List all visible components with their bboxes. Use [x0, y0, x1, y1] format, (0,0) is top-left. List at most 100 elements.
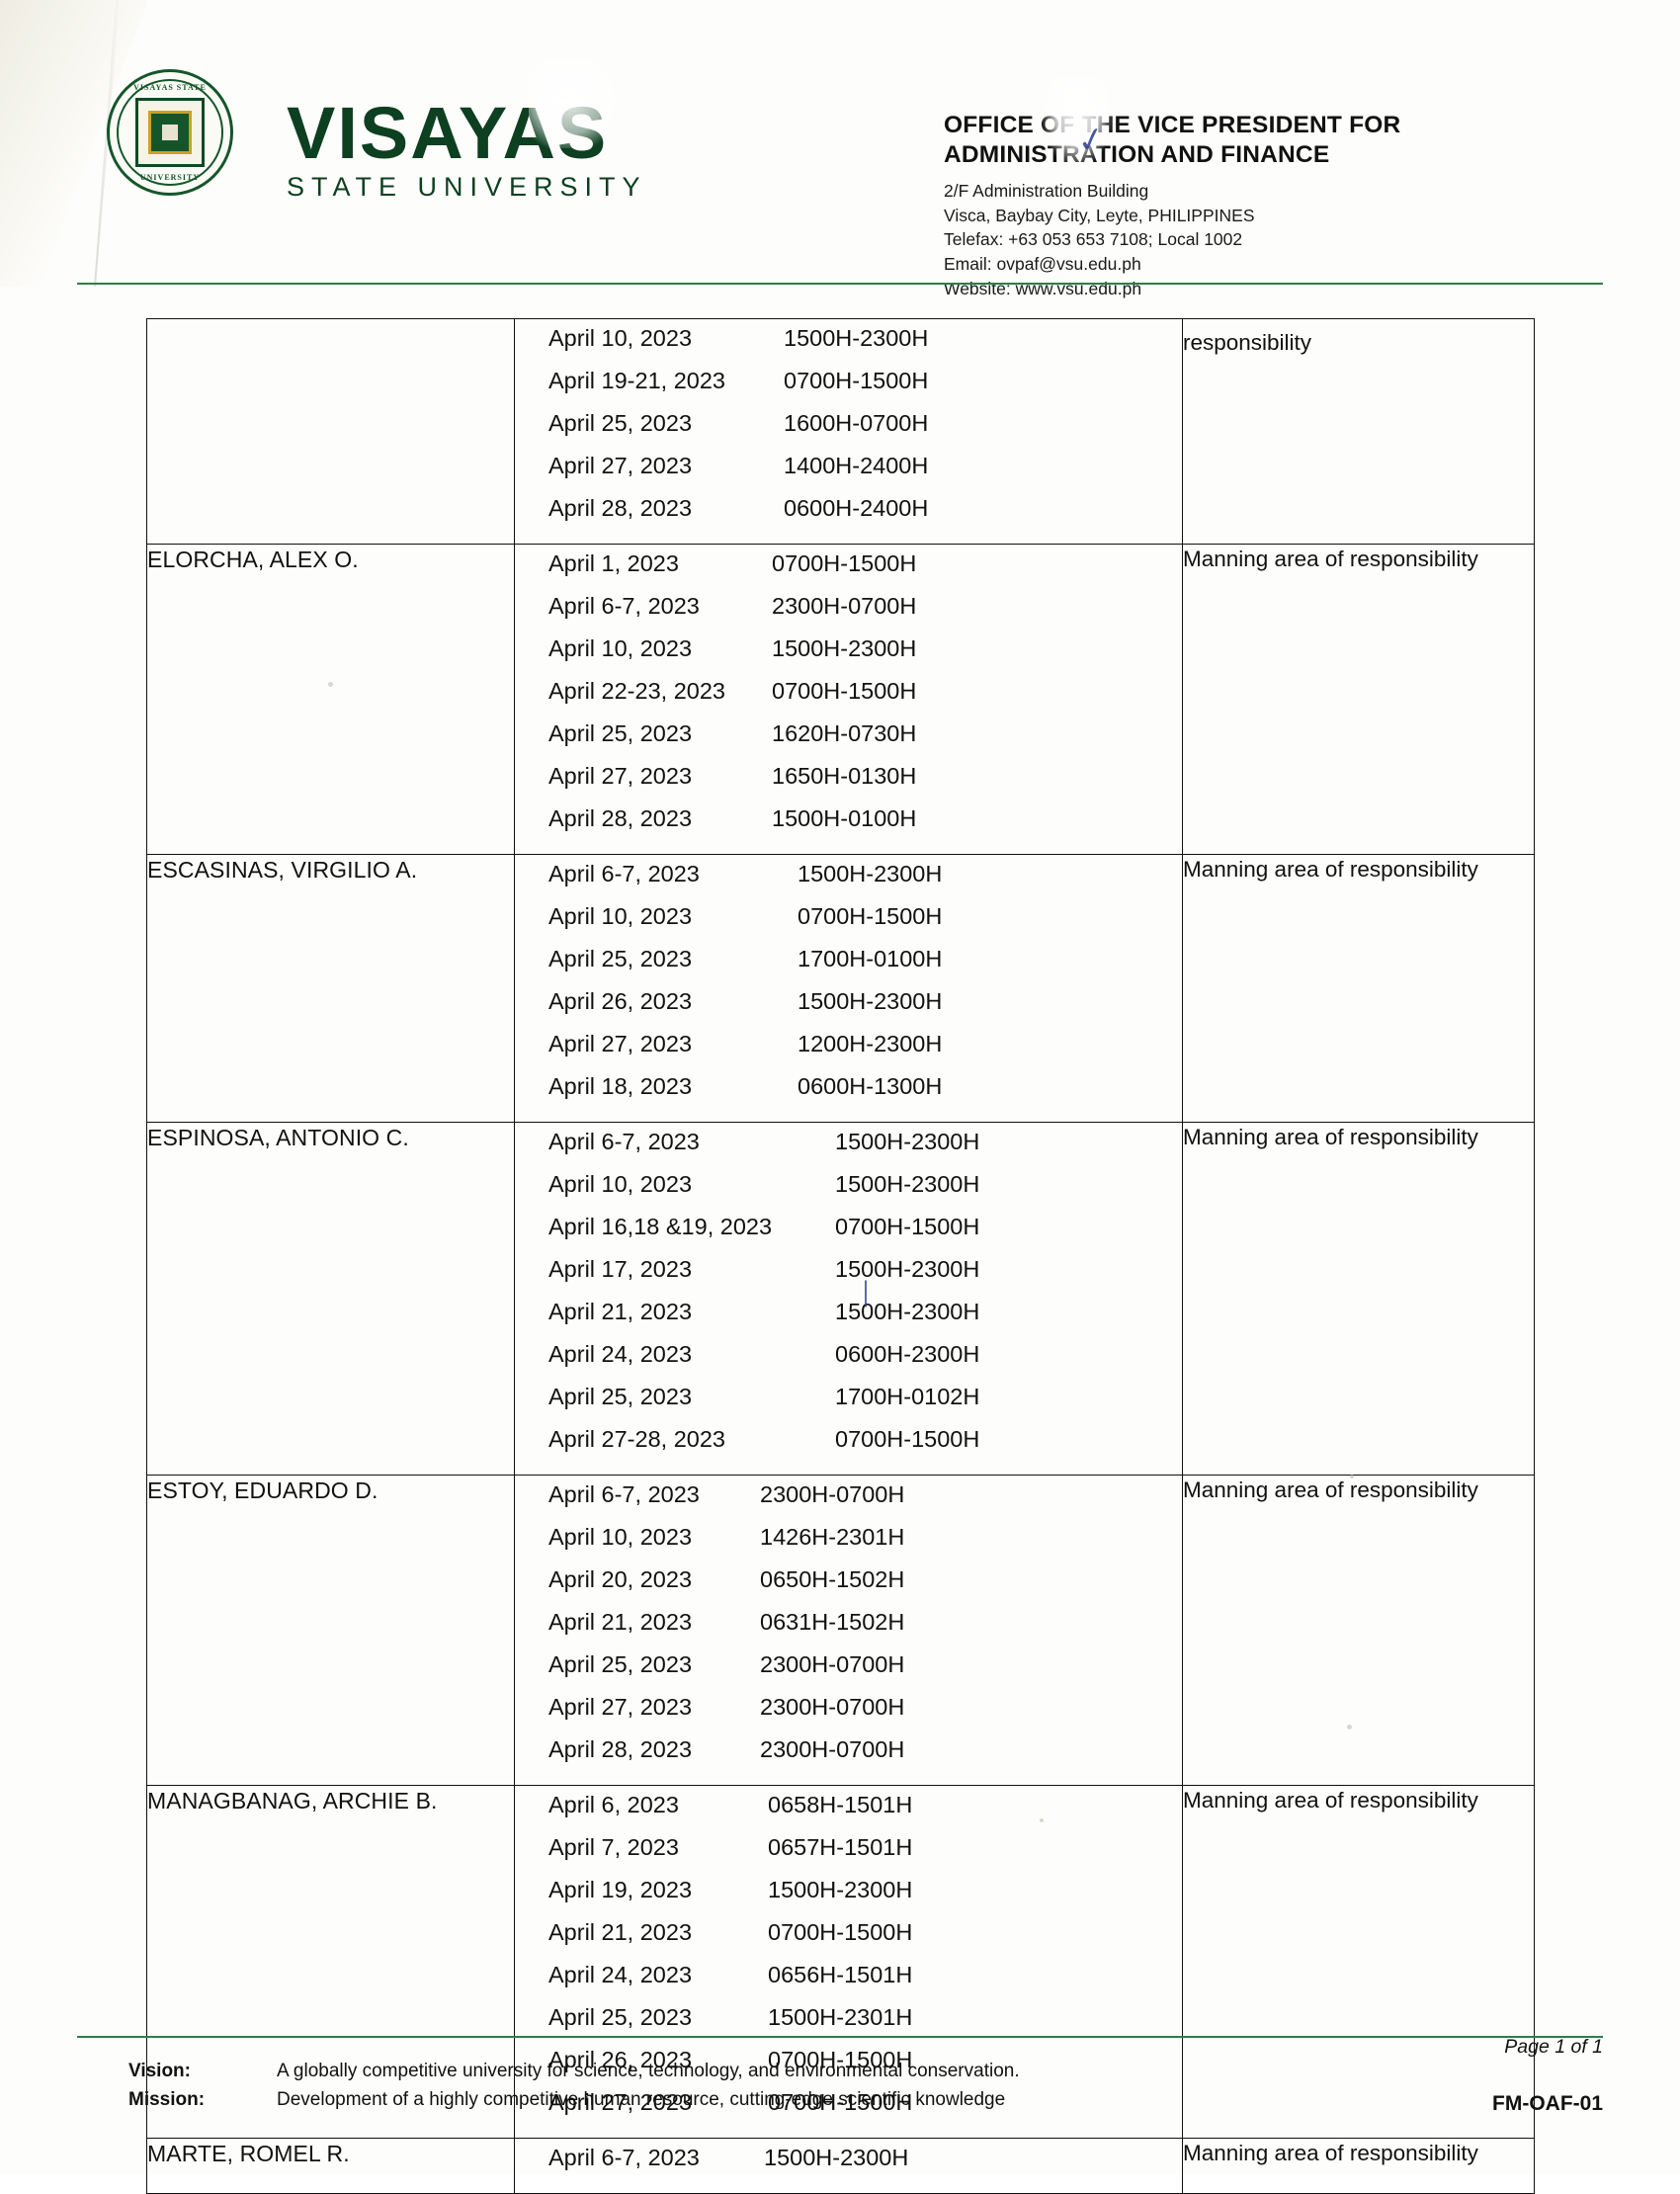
schedule-entry: April 10, 2023 1500H-2300H: [515, 635, 1182, 678]
schedule-entry-list: April 1, 2023 0700H-1500H April 6-7, 2023…: [515, 545, 1182, 854]
entry-time: 0600H-2400H: [784, 495, 929, 521]
schedule-entry-list: April 6-7, 2023 1500H-2300H: [515, 2139, 1182, 2193]
remarks-cell: Manning area of responsibility: [1182, 1785, 1535, 2139]
footer-right-block: Page 1 of 1 FM-OAF-01: [1287, 2036, 1603, 2116]
entry-time: 1500H-2300H: [835, 1129, 980, 1154]
entry-date: April 21, 2023: [548, 1299, 693, 1324]
entry-time: 0650H-1502H: [760, 1566, 905, 1592]
seal-icon: VISAYAS STATE UNIVERSITY: [107, 69, 233, 196]
remarks-cell: Manning area of responsibility: [1182, 1475, 1535, 1786]
entry-date: April 19, 2023: [548, 1877, 693, 1902]
schedule-entries-cell: April 6, 2023 0658H-1501H April 7, 2023 06…: [514, 1785, 1183, 2139]
schedule-entry: April 25, 2023 2300H-0700H: [515, 1651, 1182, 1694]
schedule-entries-cell: April 6-7, 2023 2300H-0700H April 10, 202…: [514, 1475, 1183, 1786]
personnel-name-cell: ESCASINAS, VIRGILIO A.: [146, 854, 515, 1123]
schedule-entry: April 17, 2023 1500H-2300H: [515, 1256, 1182, 1299]
entry-time: 1500H-2300H: [798, 861, 943, 886]
entry-time: 1426H-2301H: [760, 1524, 905, 1550]
schedule-entry: April 28, 2023 1500H-0100H: [515, 805, 1182, 848]
remarks-cell: Manning area of responsibility: [1182, 544, 1535, 855]
entry-time: 0700H-1500H: [768, 2089, 913, 2115]
address-line-1: 2/F Administration Building: [944, 180, 1149, 201]
entry-time: 0631H-1502H: [760, 1609, 905, 1635]
schedule-entry-list: April 10, 2023 1500H-2300H April 19-21, 2…: [515, 319, 1182, 544]
schedule-entry: April 10, 2023 0700H-1500H: [515, 903, 1182, 946]
entry-time: 0700H-1500H: [768, 1919, 913, 1945]
entry-date: April 6, 2023: [548, 1792, 679, 1817]
mission-row: Mission: Development of a highly competi…: [128, 2086, 1433, 2115]
schedule-entry: April 28, 2023 2300H-0700H: [515, 1736, 1182, 1779]
entry-date: April 10, 2023: [548, 903, 693, 929]
document-footer: Vision: A globally competitive universit…: [128, 2058, 1433, 2114]
schedule-entries-cell: April 6-7, 2023 1500H-2300H April 10, 202…: [514, 854, 1183, 1123]
entry-time: 1500H-2300H: [835, 1171, 980, 1197]
entry-time: 1500H-2300H: [768, 1877, 913, 1902]
entry-date: April 24, 2023: [548, 1341, 693, 1367]
vision-text: A globally competitive university for sc…: [277, 2061, 1020, 2081]
document-header: VISAYAS STATE UNIVERSITY VISAYAS STATE U…: [0, 51, 1680, 298]
schedule-entry: April 26, 2023 1500H-2300H: [515, 988, 1182, 1031]
mission-label: Mission:: [128, 2088, 206, 2110]
brand-wordmark: VISAYAS STATE UNIVERSITY: [287, 92, 653, 203]
schedule-entry: April 25, 2023 1620H-0730H: [515, 720, 1182, 763]
entry-time: 0657H-1501H: [768, 1834, 913, 1860]
header-divider-rule: [77, 283, 1603, 285]
page-number: Page 1 of 1: [1504, 2036, 1603, 2058]
email-line: Email: ovpaf@vsu.edu.ph: [944, 254, 1141, 275]
entry-time: 0700H-1500H: [772, 550, 917, 576]
entry-time: 1200H-2300H: [798, 1031, 943, 1056]
schedule-entry: April 27, 2023 1200H-2300H: [515, 1031, 1182, 1073]
schedule-entry: April 21, 2023 0631H-1502H: [515, 1609, 1182, 1651]
table-row: ESCASINAS, VIRGILIO A. April 6-7, 2023 15…: [146, 854, 1535, 1123]
schedule-entry: April 24, 2023 0600H-2300H: [515, 1341, 1182, 1384]
schedule-entries-cell: April 1, 2023 0700H-1500H April 6-7, 2023…: [514, 544, 1183, 855]
schedule-entry: April 16,18 &19, 2023 0700H-1500H: [515, 1214, 1182, 1256]
entry-date: April 27, 2023: [548, 763, 693, 789]
entry-time: 1700H-0100H: [798, 946, 943, 971]
entry-date: April 6-7, 2023: [548, 593, 700, 619]
entry-date: April 27, 2023: [548, 1031, 693, 1056]
entry-time: 1620H-0730H: [772, 720, 917, 746]
schedule-entry-list: April 6-7, 2023 1500H-2300H April 10, 202…: [515, 1123, 1182, 1475]
schedule-entry-list: April 6, 2023 0658H-1501H April 7, 2023 06…: [515, 1786, 1182, 2138]
entry-time: 0658H-1501H: [768, 1792, 913, 1817]
entry-date: April 25, 2023: [548, 946, 693, 971]
telefax-line: Telefax: +63 053 653 7108; Local 1002: [944, 229, 1243, 250]
entry-date: April 20, 2023: [548, 1566, 693, 1592]
entry-time: 1500H-2300H: [772, 635, 917, 661]
remarks-cell: Manning area of responsibility: [1182, 1122, 1535, 1476]
entry-date: April 28, 2023: [548, 1736, 693, 1762]
entry-date: April 21, 2023: [548, 1919, 693, 1945]
personnel-name-cell: ESPINOSA, ANTONIO C.: [146, 1122, 515, 1476]
entry-time: 1500H-2300H: [764, 2145, 909, 2170]
schedule-table-container: April 10, 2023 1500H-2300H April 19-21, 2…: [146, 318, 1535, 2194]
entry-date: April 19-21, 2023: [548, 368, 725, 393]
entry-time: 0700H-1500H: [835, 1214, 980, 1239]
personnel-name-cell: MARTE, ROMEL R.: [146, 2138, 515, 2194]
scan-speck: [1347, 1725, 1352, 1730]
entry-date: April 10, 2023: [548, 1171, 693, 1197]
seal-inner-emblem: [135, 98, 205, 167]
entry-date: April 6-7, 2023: [548, 861, 700, 886]
entry-date: April 28, 2023: [548, 495, 693, 521]
table-row: ESTOY, EDUARDO D. April 6-7, 2023 2300H-0…: [146, 1475, 1535, 1786]
schedule-entry-list: April 6-7, 2023 2300H-0700H April 10, 202…: [515, 1476, 1182, 1785]
personnel-name-cell: ELORCHA, ALEX O.: [146, 544, 515, 855]
schedule-entry: April 6-7, 2023 1500H-2300H: [515, 1129, 1182, 1171]
footer-divider-rule: [77, 2036, 1603, 2038]
schedule-entry: April 27, 2023 0700H-1500H: [515, 2089, 1182, 2132]
pen-stroke-artifact: |: [863, 1275, 870, 1308]
remarks-cell: Manning area of responsibility: [1182, 2138, 1535, 2194]
schedule-entry: April 18, 2023 0600H-1300H: [515, 1073, 1182, 1116]
schedule-entry: April 10, 2023 1500H-2300H: [515, 1171, 1182, 1214]
entry-time: 0600H-2300H: [835, 1341, 980, 1367]
entry-date: April 27, 2023: [548, 1694, 693, 1720]
schedule-table-body: April 10, 2023 1500H-2300H April 19-21, 2…: [146, 318, 1535, 2194]
mission-text: Development of a highly competitive huma…: [277, 2088, 1006, 2110]
schedule-entries-cell: April 10, 2023 1500H-2300H April 19-21, 2…: [514, 318, 1183, 545]
entry-date: April 27-28, 2023: [548, 1426, 725, 1452]
remarks-cell: responsibility: [1182, 318, 1535, 545]
entry-date: April 25, 2023: [548, 1651, 693, 1677]
entry-time: 1500H-0100H: [772, 805, 917, 831]
brand-name: VISAYAS: [287, 92, 609, 174]
